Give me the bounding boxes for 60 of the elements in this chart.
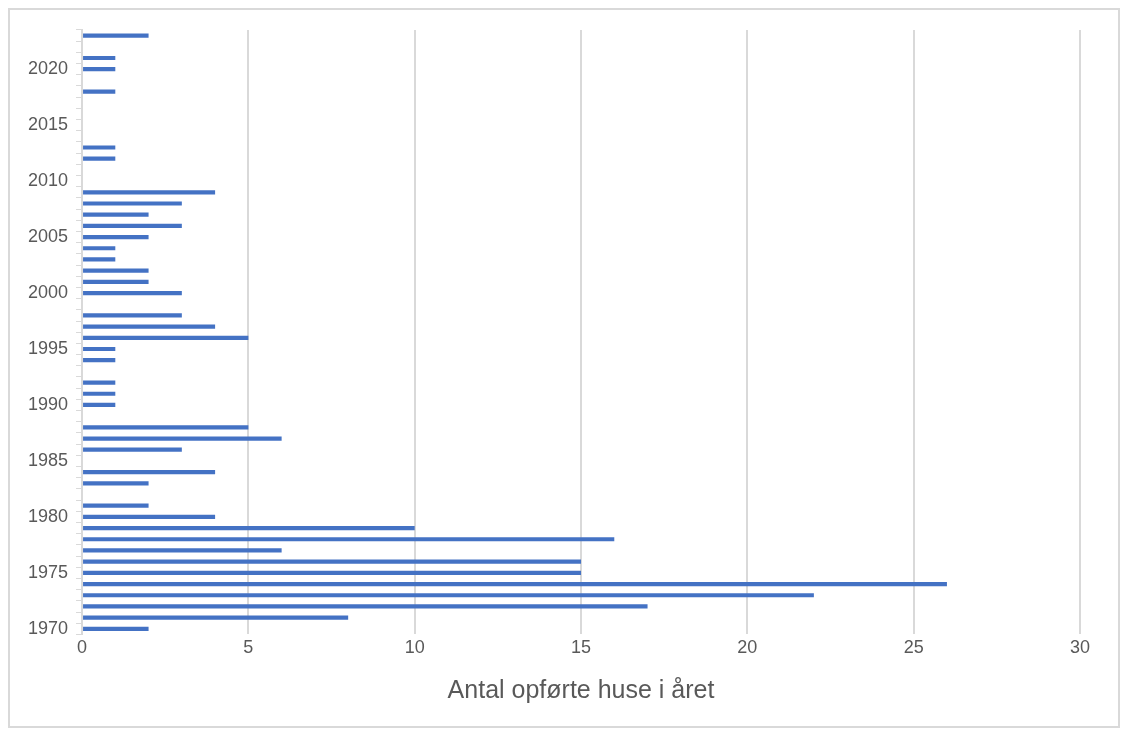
x-tick-label: 10	[404, 637, 425, 658]
y-tick-label: 2005	[28, 226, 69, 247]
bar	[83, 402, 116, 408]
bar	[83, 604, 648, 609]
bar	[83, 570, 582, 575]
x-tick-label: 15	[571, 637, 592, 658]
y-tick-label: 2010	[28, 170, 69, 191]
x-tick-label: 5	[243, 637, 254, 658]
bar	[83, 425, 249, 430]
y-tick-label: 1995	[28, 337, 69, 358]
x-axis-title: Antal opførte huse i året	[447, 674, 715, 703]
bar	[83, 537, 615, 542]
bar	[83, 514, 216, 519]
bar	[83, 559, 582, 564]
bar	[83, 626, 149, 631]
bar	[83, 201, 182, 206]
y-tick-label: 1990	[28, 393, 69, 414]
bar	[83, 67, 116, 72]
bar	[83, 615, 349, 620]
y-tick-label: 1970	[28, 617, 69, 638]
bar	[83, 391, 116, 396]
bar	[83, 89, 116, 94]
y-tick-label: 2000	[28, 281, 69, 302]
bar	[83, 358, 116, 363]
bar	[83, 593, 814, 598]
bar	[83, 55, 116, 61]
bar	[83, 581, 947, 587]
bar	[83, 257, 116, 262]
bar	[83, 190, 216, 195]
bar	[83, 223, 182, 228]
y-tick-label: 1975	[28, 561, 69, 582]
bar	[83, 548, 282, 553]
bar	[83, 33, 149, 38]
bar	[83, 234, 149, 240]
y-tick-label: 1985	[28, 449, 69, 470]
bar	[83, 279, 149, 284]
bar	[83, 268, 149, 273]
bar	[83, 447, 182, 452]
bar	[83, 212, 149, 217]
y-tick-label: 2020	[28, 58, 69, 79]
bar	[83, 346, 116, 352]
bar	[83, 324, 216, 329]
x-tick-label: 25	[903, 637, 924, 658]
bar	[83, 503, 149, 508]
y-tick-label: 2015	[28, 114, 69, 135]
bar	[83, 436, 282, 441]
bar	[83, 313, 182, 318]
x-tick-label: 30	[1069, 637, 1091, 658]
bar	[83, 290, 182, 296]
y-tick-label: 1980	[28, 505, 69, 526]
bar	[83, 246, 116, 251]
bar	[83, 470, 216, 475]
x-tick-label: 0	[77, 637, 88, 658]
bar	[83, 481, 149, 486]
bar	[83, 525, 415, 531]
bar	[83, 380, 116, 385]
x-tick-label: 20	[737, 637, 758, 658]
bar	[83, 156, 116, 161]
bar	[83, 335, 249, 340]
bar	[83, 145, 116, 150]
